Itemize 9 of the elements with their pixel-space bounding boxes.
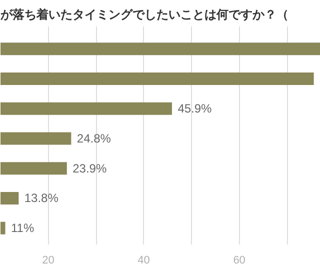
x-tick-label: 40 <box>138 254 150 266</box>
data-label: 23.9% <box>72 161 107 176</box>
data-label: 24.8% <box>76 131 112 146</box>
data-label: 13.8% <box>24 191 59 206</box>
x-tick-label: 60 <box>233 254 246 266</box>
data-label: 11% <box>11 221 34 236</box>
chart-title: が落ち着いたタイミングでしたいことは何ですか？（ <box>0 8 288 22</box>
x-tick-label: 20 <box>42 254 54 266</box>
data-label: 45.9% <box>178 102 212 116</box>
